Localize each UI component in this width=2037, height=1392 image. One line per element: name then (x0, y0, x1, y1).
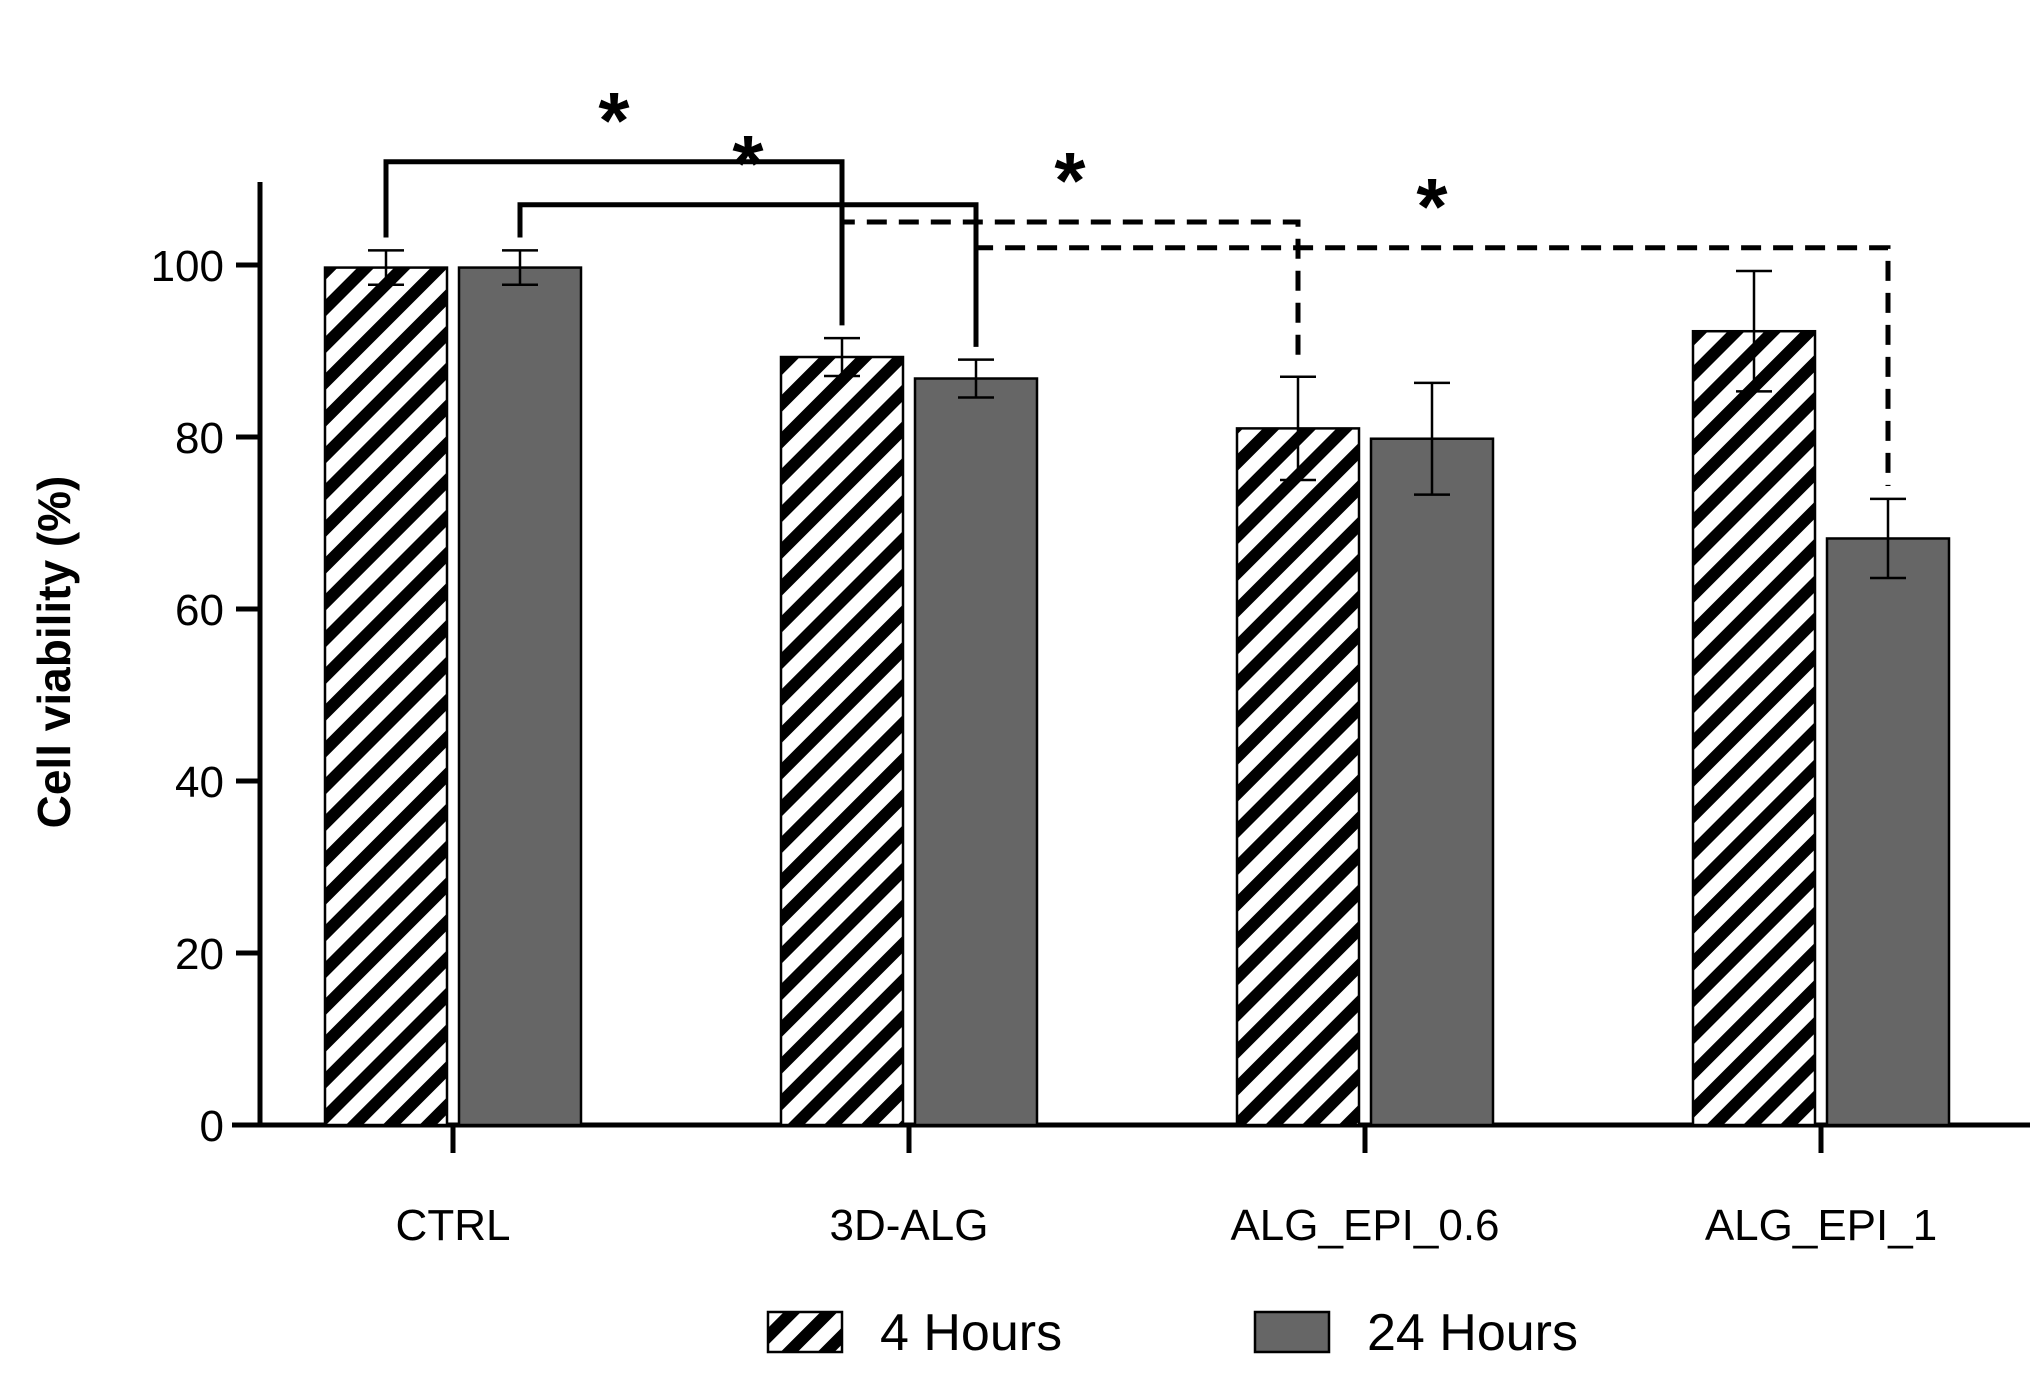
significance-bracket-1 (383, 159, 845, 326)
bar-24-hours-alg-epi-0-6 (1369, 437, 1495, 1127)
x-tick-label-alg-epi-0-6: ALG_EPI_0.6 (1230, 1201, 1499, 1250)
bar-4-hours-alg-epi-1 (1691, 329, 1817, 1127)
significance-bracket-4 (973, 245, 1891, 487)
x-tick-label-3d-alg: 3D-ALG (830, 1201, 989, 1250)
legend-label-24-hours: 24 Hours (1367, 1304, 1578, 1362)
y-axis-label: Cell viability (%) (28, 476, 80, 829)
y-tick-label: 80 (175, 414, 224, 463)
bar-24-hours-3d-alg (913, 377, 1039, 1127)
x-tick-label-alg-epi-1: ALG_EPI_1 (1705, 1201, 1937, 1250)
legend-swatch-4-hours (766, 1310, 844, 1354)
bar-4-hours-3d-alg (779, 355, 905, 1127)
significance-star-3: * (1054, 136, 1086, 225)
significance-star-2: * (732, 119, 764, 208)
y-tick-label: 60 (175, 586, 224, 635)
x-tick-label-ctrl: CTRL (396, 1201, 511, 1250)
y-tick-label: 0 (200, 1102, 224, 1151)
bar-24-hours-ctrl (457, 266, 583, 1127)
bar-24-hours-alg-epi-1 (1825, 537, 1951, 1127)
significance-bracket-3 (839, 219, 1301, 364)
bar-4-hours-ctrl (323, 266, 449, 1127)
y-tick-label: 40 (175, 758, 224, 807)
significance-bracket-2 (517, 202, 979, 347)
y-tick-label: 20 (175, 930, 224, 979)
bar-4-hours-alg-epi-0-6 (1235, 427, 1361, 1127)
legend-swatch-24-hours (1253, 1310, 1331, 1354)
legend-label-4-hours: 4 Hours (880, 1304, 1062, 1362)
y-tick-label: 100 (151, 242, 224, 291)
significance-star-4: * (1416, 162, 1448, 251)
significance-star-1: * (598, 76, 630, 165)
